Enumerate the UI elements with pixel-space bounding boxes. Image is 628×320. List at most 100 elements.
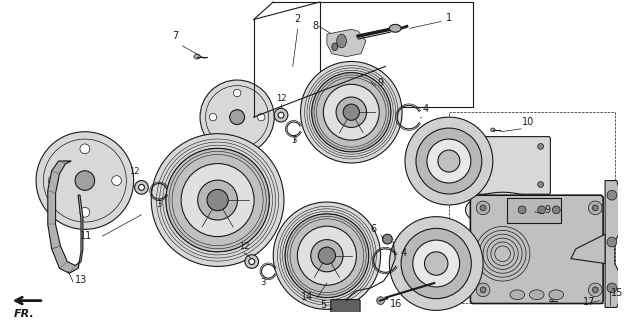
Circle shape xyxy=(278,112,284,118)
Circle shape xyxy=(405,117,493,205)
Circle shape xyxy=(538,206,546,214)
Polygon shape xyxy=(336,72,367,88)
Circle shape xyxy=(476,201,490,215)
Circle shape xyxy=(476,283,490,297)
Polygon shape xyxy=(550,299,553,302)
Circle shape xyxy=(75,171,95,190)
Circle shape xyxy=(274,108,288,122)
Circle shape xyxy=(151,134,284,267)
Circle shape xyxy=(592,287,598,293)
Circle shape xyxy=(318,247,335,264)
Ellipse shape xyxy=(332,43,338,51)
Polygon shape xyxy=(605,180,619,308)
Circle shape xyxy=(416,128,482,194)
Circle shape xyxy=(538,181,544,188)
Circle shape xyxy=(298,226,357,285)
Polygon shape xyxy=(490,128,495,132)
Circle shape xyxy=(607,283,617,293)
Circle shape xyxy=(607,237,617,247)
Polygon shape xyxy=(330,68,373,92)
Circle shape xyxy=(80,207,90,217)
Circle shape xyxy=(301,61,402,163)
Text: 5: 5 xyxy=(321,300,327,310)
Circle shape xyxy=(425,252,448,275)
Circle shape xyxy=(273,202,381,309)
Polygon shape xyxy=(465,192,539,228)
Circle shape xyxy=(209,113,217,121)
Text: 4: 4 xyxy=(400,248,406,258)
Text: 9: 9 xyxy=(544,205,551,215)
Polygon shape xyxy=(193,54,200,59)
Bar xyxy=(320,2,474,107)
Circle shape xyxy=(588,201,602,215)
Ellipse shape xyxy=(549,290,563,300)
Circle shape xyxy=(427,139,471,183)
Circle shape xyxy=(588,283,602,297)
Circle shape xyxy=(80,144,90,154)
Text: 17: 17 xyxy=(583,297,595,307)
Circle shape xyxy=(311,240,343,272)
Text: 3: 3 xyxy=(291,136,296,146)
Circle shape xyxy=(553,206,560,214)
Text: 12: 12 xyxy=(239,242,249,251)
Text: 3: 3 xyxy=(261,278,266,287)
Circle shape xyxy=(198,180,237,220)
FancyBboxPatch shape xyxy=(470,195,603,304)
Circle shape xyxy=(343,104,359,120)
Text: 3: 3 xyxy=(156,200,162,209)
Circle shape xyxy=(207,189,228,211)
Circle shape xyxy=(607,190,617,200)
Circle shape xyxy=(234,89,241,97)
Polygon shape xyxy=(327,29,366,57)
Bar xyxy=(507,198,561,222)
Text: 9: 9 xyxy=(377,78,384,88)
Circle shape xyxy=(166,148,269,252)
Bar xyxy=(449,112,615,302)
FancyBboxPatch shape xyxy=(331,300,360,315)
Circle shape xyxy=(249,259,255,265)
Text: 11: 11 xyxy=(80,231,92,241)
Text: 12: 12 xyxy=(276,93,286,102)
Circle shape xyxy=(234,138,241,145)
Circle shape xyxy=(382,234,392,244)
Text: 7: 7 xyxy=(173,31,179,41)
Polygon shape xyxy=(474,198,532,221)
Circle shape xyxy=(538,143,544,149)
Text: 4: 4 xyxy=(423,104,429,114)
Text: 1: 1 xyxy=(446,12,452,23)
Circle shape xyxy=(336,97,367,127)
Circle shape xyxy=(230,110,244,124)
Text: 14: 14 xyxy=(301,292,313,302)
Circle shape xyxy=(377,297,384,305)
Circle shape xyxy=(592,205,598,211)
Circle shape xyxy=(181,164,254,236)
Circle shape xyxy=(518,206,526,214)
Polygon shape xyxy=(48,161,83,273)
Circle shape xyxy=(401,228,472,299)
Text: 15: 15 xyxy=(611,288,623,298)
Circle shape xyxy=(480,287,486,293)
Ellipse shape xyxy=(529,290,544,300)
Circle shape xyxy=(134,180,148,194)
Ellipse shape xyxy=(389,24,401,32)
Circle shape xyxy=(389,217,483,310)
Polygon shape xyxy=(571,234,605,263)
FancyBboxPatch shape xyxy=(458,137,550,194)
Text: 16: 16 xyxy=(391,300,403,309)
Circle shape xyxy=(438,150,460,172)
Circle shape xyxy=(112,176,121,185)
Text: 13: 13 xyxy=(75,275,87,285)
Circle shape xyxy=(48,176,58,185)
Ellipse shape xyxy=(337,34,347,48)
Text: 12: 12 xyxy=(129,167,140,176)
Circle shape xyxy=(36,132,134,229)
Circle shape xyxy=(257,113,265,121)
Circle shape xyxy=(139,184,144,190)
Circle shape xyxy=(285,214,369,298)
Text: 2: 2 xyxy=(295,14,301,24)
Text: 10: 10 xyxy=(522,117,534,127)
Circle shape xyxy=(311,73,391,152)
Circle shape xyxy=(413,240,460,287)
Text: 6: 6 xyxy=(371,224,377,234)
Circle shape xyxy=(323,84,379,140)
